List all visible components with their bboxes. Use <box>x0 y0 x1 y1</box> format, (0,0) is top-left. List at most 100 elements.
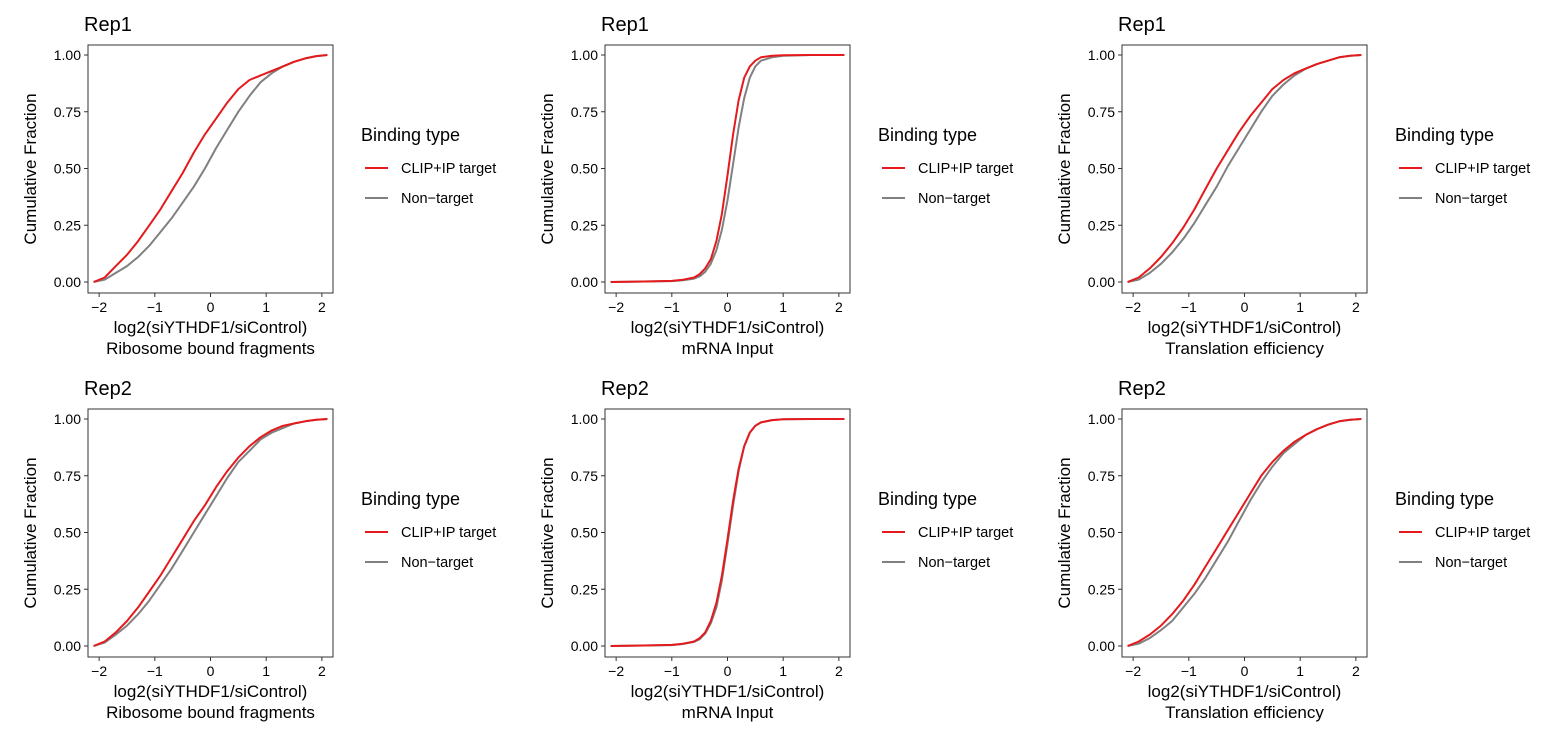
legend-entry: CLIP+IP target <box>918 161 1013 177</box>
legend-entry: Non−target <box>401 191 473 207</box>
y-tick-label: 0.75 <box>571 468 598 484</box>
x-tick-label: 1 <box>779 299 787 315</box>
chart-panel-3: Rep1 0.00 0.25 0.50 0.75 1.00 −2 −1 0 1 2 log2(siYT… <box>1055 14 1530 358</box>
y-axis-label: Cumulative Fraction <box>538 457 557 608</box>
y-axis-label: Cumulative Fraction <box>21 457 40 608</box>
x-tick-label: 1 <box>1296 663 1304 679</box>
series-line-nontarget <box>1127 54 1362 283</box>
x-tick-label: 2 <box>1352 663 1360 679</box>
y-tick-label: 0.00 <box>571 638 598 654</box>
x-tick-label: 0 <box>1241 663 1249 679</box>
y-tick-label: 1.00 <box>54 411 81 427</box>
series-line-target <box>93 418 328 647</box>
legend-entry: CLIP+IP target <box>1435 525 1530 541</box>
chart-panel-4: Rep2 0.00 0.25 0.50 0.75 1.00 −2 −1 0 1 2 log2(siYT… <box>21 378 496 722</box>
legend-title: Binding type <box>361 489 460 509</box>
y-tick-label: 0.75 <box>571 104 598 120</box>
x-tick-label: −1 <box>664 663 680 679</box>
plot-frame <box>1121 408 1368 658</box>
y-tick-label: 0.25 <box>571 217 598 233</box>
y-tick-label: 0.50 <box>571 161 598 177</box>
legend-entry: CLIP+IP target <box>401 525 496 541</box>
chart-title: Rep1 <box>1118 14 1166 36</box>
y-tick-label: 0.25 <box>54 217 81 233</box>
y-tick-label: 0.00 <box>571 274 598 290</box>
y-tick-label: 1.00 <box>571 411 598 427</box>
x-tick-label: −1 <box>1181 663 1197 679</box>
y-tick-label: 1.00 <box>571 47 598 63</box>
chart-panel-5: Rep2 0.00 0.25 0.50 0.75 1.00 −2 −1 0 1 2 log2(siYT… <box>538 378 1013 722</box>
x-tick-label: −2 <box>1125 663 1141 679</box>
y-tick-label: 0.75 <box>1088 468 1115 484</box>
series-line-nontarget <box>93 418 328 647</box>
x-axis-sublabel: Ribosome bound fragments <box>106 339 315 358</box>
series-line-nontarget <box>93 54 328 283</box>
x-tick-label: 0 <box>724 299 732 315</box>
series-line-target <box>610 418 845 647</box>
y-tick-label: 0.50 <box>1088 161 1115 177</box>
y-tick-label: 1.00 <box>1088 47 1115 63</box>
legend-title: Binding type <box>878 489 977 509</box>
x-axis-label: log2(siYTHDF1/siControl) <box>114 682 308 701</box>
y-tick-label: 0.50 <box>54 525 81 541</box>
series-line-target <box>1127 54 1362 283</box>
y-tick-label: 0.00 <box>54 274 81 290</box>
y-axis-label: Cumulative Fraction <box>1055 457 1074 608</box>
y-tick-label: 0.75 <box>54 104 81 120</box>
x-tick-label: 0 <box>724 663 732 679</box>
legend-entry: Non−target <box>918 555 990 571</box>
x-axis-sublabel: mRNA Input <box>682 339 774 358</box>
series-line-nontarget <box>1127 418 1362 647</box>
x-tick-label: −2 <box>91 299 107 315</box>
x-tick-label: 2 <box>318 299 326 315</box>
x-axis-label: log2(siYTHDF1/siControl) <box>631 318 825 337</box>
y-tick-label: 0.00 <box>54 638 81 654</box>
x-axis-label: log2(siYTHDF1/siControl) <box>1148 318 1342 337</box>
x-axis-sublabel: mRNA Input <box>682 703 774 722</box>
x-tick-label: 2 <box>835 663 843 679</box>
x-tick-label: 1 <box>262 299 270 315</box>
x-axis-label: log2(siYTHDF1/siControl) <box>631 682 825 701</box>
y-tick-label: 1.00 <box>1088 411 1115 427</box>
x-tick-label: −2 <box>91 663 107 679</box>
plot-frame <box>87 408 334 658</box>
legend-title: Binding type <box>878 125 977 145</box>
y-tick-label: 0.25 <box>54 581 81 597</box>
y-tick-label: 0.25 <box>571 581 598 597</box>
x-tick-label: 0 <box>1241 299 1249 315</box>
y-tick-label: 1.00 <box>54 47 81 63</box>
x-tick-label: −1 <box>147 299 163 315</box>
series-line-target <box>1127 418 1362 647</box>
x-axis-label: log2(siYTHDF1/siControl) <box>114 318 308 337</box>
y-tick-label: 0.50 <box>571 525 598 541</box>
x-tick-label: −2 <box>1125 299 1141 315</box>
legend-entry: Non−target <box>401 555 473 571</box>
x-tick-label: 1 <box>262 663 270 679</box>
legend-entry: CLIP+IP target <box>401 161 496 177</box>
x-tick-label: 1 <box>1296 299 1304 315</box>
legend-title: Binding type <box>1395 125 1494 145</box>
legend-entry: Non−target <box>1435 555 1507 571</box>
x-tick-label: 0 <box>207 299 215 315</box>
legend-title: Binding type <box>361 125 460 145</box>
chart-panel-1: Rep1 0.00 0.25 0.50 0.75 1.00 −2 −1 0 1 2 log2(siYT… <box>21 14 496 358</box>
y-tick-label: 0.75 <box>1088 104 1115 120</box>
x-tick-label: −2 <box>608 299 624 315</box>
x-tick-label: 2 <box>1352 299 1360 315</box>
chart-title: Rep2 <box>1118 378 1166 400</box>
y-tick-label: 0.50 <box>54 161 81 177</box>
x-axis-sublabel: Translation efficiency <box>1165 703 1324 722</box>
series-line-target <box>93 54 328 283</box>
x-tick-label: 1 <box>779 663 787 679</box>
x-axis-label: log2(siYTHDF1/siControl) <box>1148 682 1342 701</box>
series-line-target <box>610 54 845 283</box>
chart-title: Rep2 <box>601 378 649 400</box>
x-tick-label: −2 <box>608 663 624 679</box>
x-tick-label: 2 <box>318 663 326 679</box>
x-tick-label: 2 <box>835 299 843 315</box>
y-axis-label: Cumulative Fraction <box>538 93 557 244</box>
y-tick-label: 0.75 <box>54 468 81 484</box>
y-axis-label: Cumulative Fraction <box>1055 93 1074 244</box>
chart-panel-2: Rep1 0.00 0.25 0.50 0.75 1.00 −2 −1 0 1 2 log2(siYT… <box>538 14 1013 358</box>
